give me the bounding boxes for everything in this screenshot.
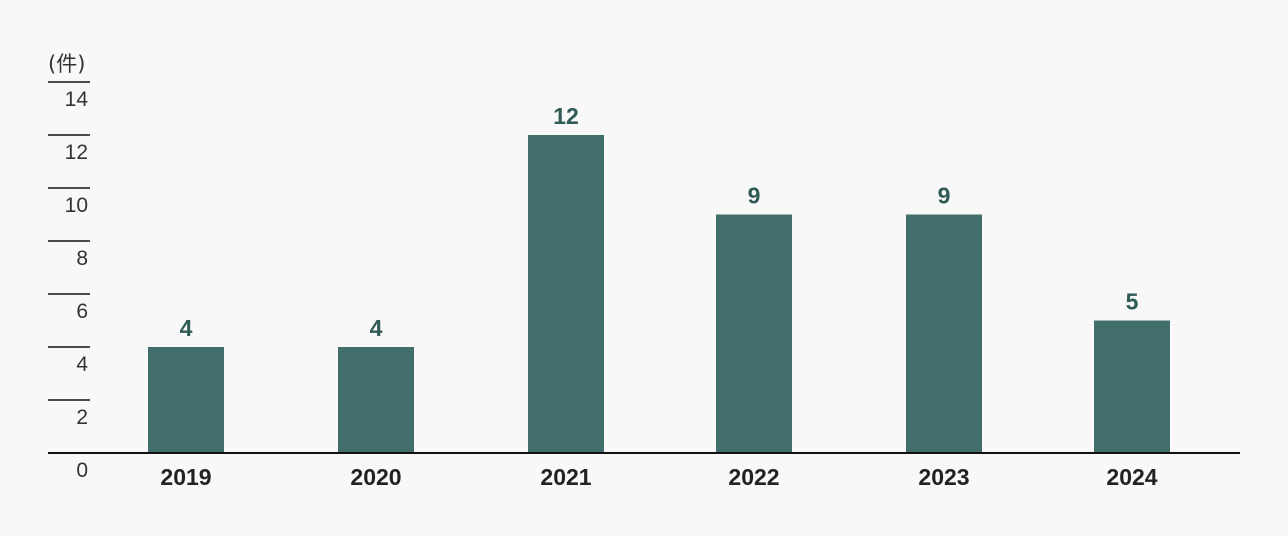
x-category-label: 2021 [540,464,591,490]
bar-2020 [338,347,414,453]
y-axis: 0 2 4 6 8 10 12 14 [48,81,90,482]
y-tick-label: 8 [76,247,88,270]
y-tick-label: 4 [76,353,88,376]
value-labels: 4 4 12 9 9 5 [180,103,1139,341]
value-label-2020: 4 [370,315,383,341]
x-category-label: 2024 [1106,464,1157,490]
y-tick-label: 2 [76,406,88,429]
value-label-2021: 12 [553,103,579,129]
bars [148,135,1170,453]
y-tick-label: 0 [76,459,88,482]
value-label-2023: 9 [938,183,951,209]
bar-2021 [528,135,604,453]
value-label-2019: 4 [180,315,193,341]
y-tick-label: 6 [76,300,88,323]
y-tick-label: 14 [65,88,89,111]
bar-2023 [906,214,982,453]
x-axis: 2019 2020 2021 2022 2023 2024 [48,452,1240,490]
x-category-label: 2022 [728,464,779,490]
x-category-label: 2019 [160,464,211,490]
y-axis-unit-label: (件) [48,52,85,76]
value-label-2024: 5 [1126,289,1139,315]
bar-2022 [716,214,792,453]
value-label-2022: 9 [748,183,761,209]
y-tick-label: 10 [65,194,88,217]
x-category-label: 2023 [918,464,969,490]
x-category-label: 2020 [350,464,401,490]
y-tick-label: 12 [65,141,88,164]
bar-2024 [1094,320,1170,453]
bar-2019 [148,347,224,453]
